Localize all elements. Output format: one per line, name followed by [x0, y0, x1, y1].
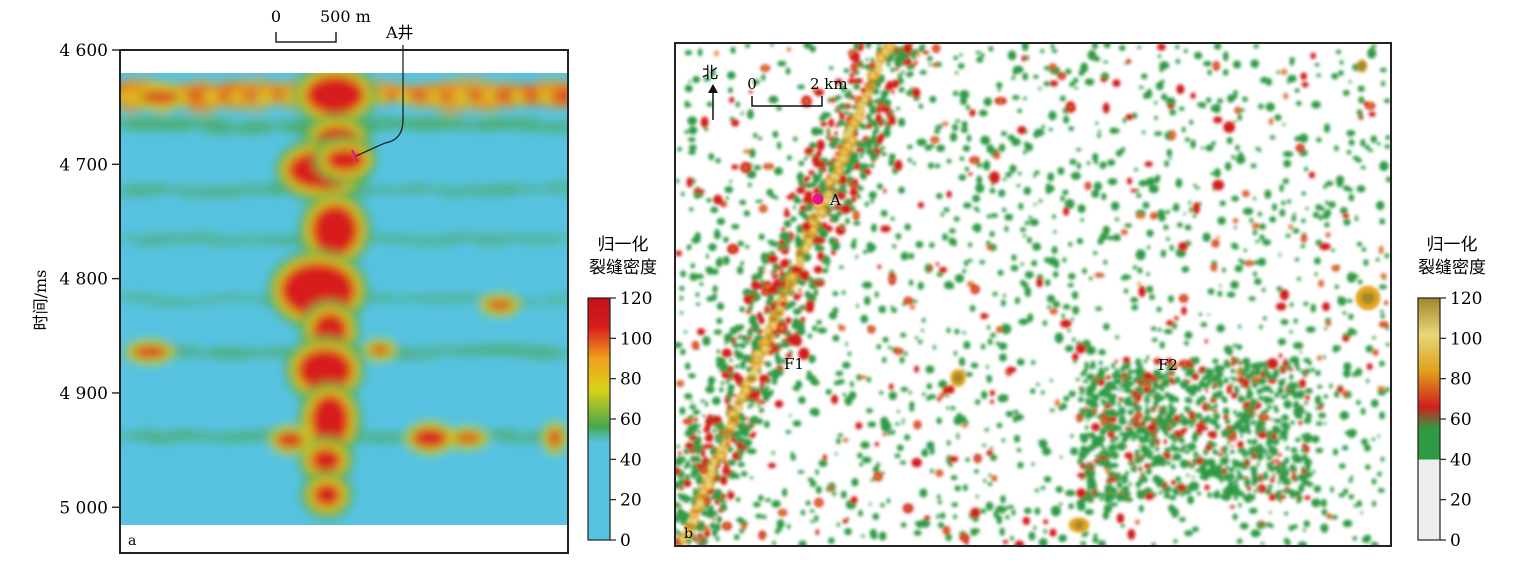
colorbar-tick-label: 120: [620, 289, 652, 309]
colorbar-tick-label: 80: [1450, 370, 1472, 390]
scale-bar-b: 0 2 km: [747, 75, 848, 107]
y-tick-label: 4 700: [59, 155, 108, 175]
y-axis: 4 600 4 700 4 800 4 900 5 000: [59, 41, 120, 518]
colorbar-a-title-1: 归一化: [598, 235, 649, 255]
y-tick-label: 4 900: [59, 384, 108, 404]
scale-bar-start: 0: [271, 7, 281, 26]
north-arrow: 北: [702, 63, 718, 120]
colorbar-a: 归一化 裂缝密度 0 20 40 60 80 100 120: [587, 235, 657, 551]
panel-label-a: a: [128, 533, 136, 549]
colorbar-a-ramp: [587, 297, 611, 541]
colorbar-b-ticks: 0 20 40 60 80 100 120: [1440, 289, 1482, 551]
scale-bar-end: 500 m: [320, 7, 371, 26]
colorbar-tick-label: 120: [1450, 289, 1482, 309]
y-tick-label: 5 000: [59, 498, 108, 518]
scale-bar-b-start: 0: [747, 75, 757, 93]
colorbar-b-title-2: 裂缝密度: [1418, 258, 1486, 278]
colorbar-tick-label: 60: [620, 410, 642, 430]
fault-label-f1: F1: [784, 355, 804, 373]
colorbar-b-ramp: [1417, 297, 1441, 541]
well-b-marker: [812, 193, 824, 205]
panel-b-border: [674, 42, 1392, 547]
y-axis-title: 时间/ms: [31, 270, 50, 331]
colorbar-tick-label: 60: [1450, 410, 1472, 430]
scale-bar-b-end: 2 km: [810, 75, 848, 93]
y-tick-label: 4 600: [59, 41, 108, 61]
panel-a-border: [119, 49, 569, 554]
colorbar-tick-label: 20: [1450, 491, 1472, 511]
panel-a-density-field: [120, 73, 568, 519]
panel-label-b: b: [684, 526, 693, 542]
colorbar-tick-label: 40: [1450, 450, 1472, 470]
fault-label-f2: F2: [1158, 356, 1178, 374]
colorbar-b-title-1: 归一化: [1427, 235, 1478, 255]
colorbar-b: 归一化 裂缝密度 0 20 40 60 80 100 120: [1417, 235, 1486, 551]
colorbar-tick-label: 100: [620, 329, 652, 349]
colorbar-tick-label: 0: [620, 531, 631, 551]
colorbar-tick-label: 80: [620, 370, 642, 390]
colorbar-tick-label: 40: [620, 450, 642, 470]
colorbar-tick-label: 100: [1450, 329, 1482, 349]
north-label: 北: [702, 63, 718, 82]
panel-b-density-map: [675, 43, 1391, 546]
scale-bar-a: 0 500 m: [271, 7, 371, 43]
panel-b: 北 0 2 km A F1 F2 b: [674, 42, 1392, 547]
y-tick-label: 4 800: [59, 270, 108, 290]
colorbar-a-title-2: 裂缝密度: [589, 258, 657, 278]
well-a-marker: A井: [351, 23, 414, 163]
well-a-label: A井: [385, 23, 414, 42]
colorbar-a-ticks: 0 20 40 60 80 100 120: [610, 289, 652, 551]
colorbar-tick-label: 20: [620, 491, 642, 511]
colorbar-tick-label: 0: [1450, 531, 1461, 551]
well-b-label: A: [829, 191, 841, 209]
